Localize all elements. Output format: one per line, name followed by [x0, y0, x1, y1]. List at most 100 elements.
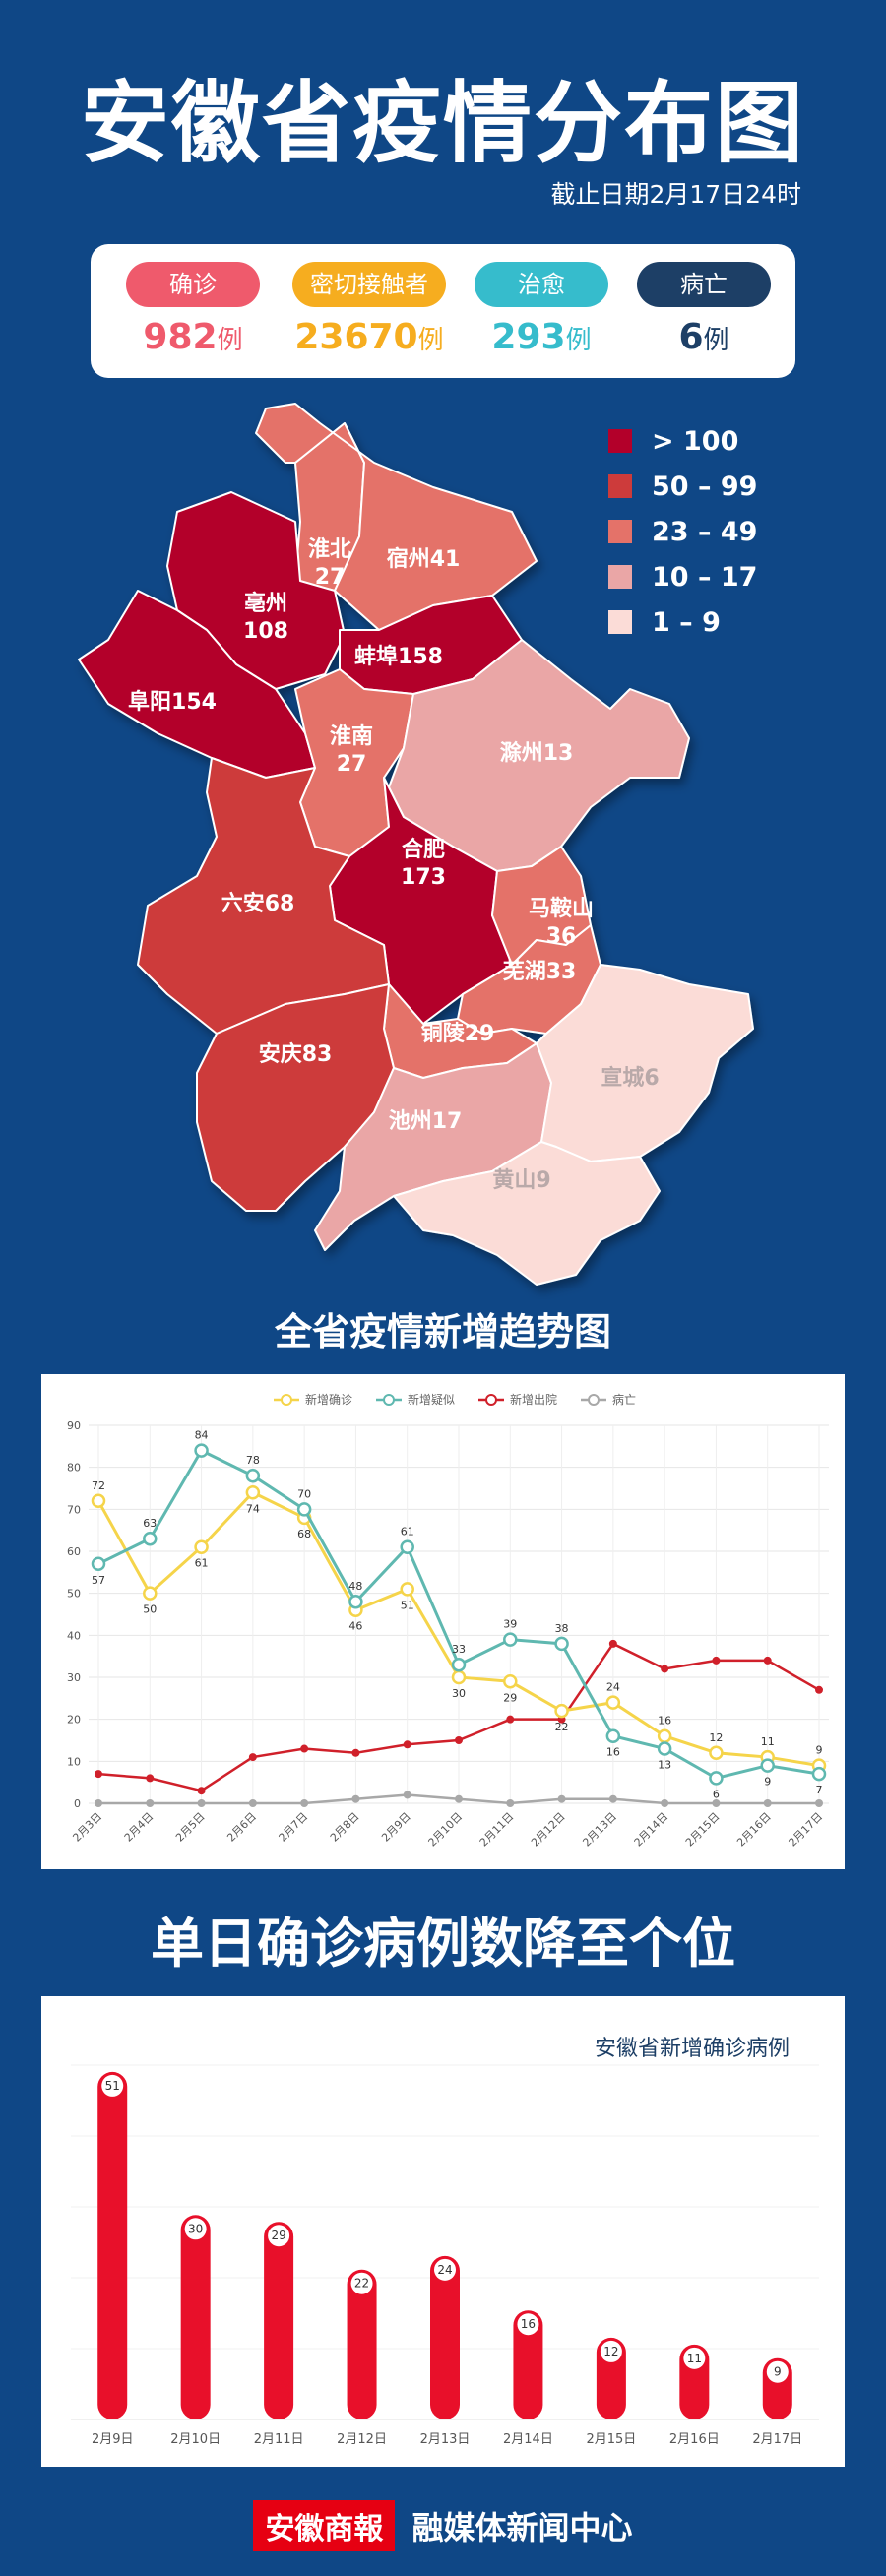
- x-tick-label: 2月3日: [70, 1810, 104, 1845]
- data-label: 38: [555, 1622, 569, 1635]
- data-point: [91, 1493, 106, 1509]
- x-tick-label: 2月14日: [632, 1810, 671, 1850]
- data-point: [709, 1771, 724, 1786]
- data-label: 39: [503, 1618, 517, 1631]
- y-tick-label: 0: [74, 1797, 81, 1810]
- x-tick-label: 2月12日: [529, 1810, 568, 1850]
- x-tick-label: 2月15日: [683, 1810, 723, 1850]
- data-point: [657, 1728, 672, 1743]
- legend-swatch: [608, 474, 632, 498]
- bar-label-bubble: [434, 2258, 456, 2281]
- data-point: [557, 1794, 566, 1803]
- data-point: [143, 1531, 158, 1546]
- data-point: [661, 1799, 669, 1807]
- data-label: 33: [452, 1643, 466, 1656]
- data-point: [400, 1582, 414, 1597]
- data-point: [815, 1799, 823, 1807]
- legend-label: 23 – 49: [652, 516, 758, 547]
- data-label: 78: [246, 1454, 260, 1467]
- bar: [264, 2222, 294, 2419]
- data-label: 12: [709, 1731, 723, 1744]
- x-tick-label: 2月15日: [586, 2432, 636, 2447]
- data-label: 46: [348, 1620, 362, 1633]
- legend-label: 10 – 17: [652, 561, 758, 593]
- data-point: [815, 1685, 823, 1694]
- legend-item: 1 – 9: [608, 599, 757, 645]
- data-point: [300, 1799, 309, 1807]
- legend-swatch: [608, 429, 632, 453]
- bar-value-label: 29: [271, 2229, 285, 2242]
- x-tick-label: 2月10日: [426, 1810, 466, 1850]
- data-point: [760, 1758, 775, 1773]
- data-point: [608, 1639, 617, 1648]
- y-tick-label: 20: [67, 1714, 81, 1727]
- legend-label: 新增出院: [510, 1392, 557, 1407]
- region-label: 安庆83: [259, 1041, 333, 1067]
- stat-confirmed: 确诊 982例: [114, 262, 272, 357]
- data-point: [91, 1556, 106, 1572]
- stat-cured: 治愈 293例: [463, 262, 620, 357]
- data-point: [554, 1636, 569, 1652]
- region-label-value: 27: [337, 752, 367, 777]
- legend-label: 病亡: [612, 1392, 636, 1407]
- data-label: 84: [195, 1429, 209, 1442]
- data-point: [503, 1632, 518, 1647]
- data-point: [95, 1799, 102, 1807]
- data-label: 7: [816, 1784, 823, 1796]
- legend-marker: [485, 1394, 497, 1406]
- data-label: 57: [92, 1574, 105, 1587]
- data-label: 9: [764, 1776, 771, 1789]
- stat-value: 982例: [143, 317, 243, 357]
- x-tick-label: 2月12日: [337, 2432, 387, 2447]
- y-tick-label: 10: [67, 1755, 81, 1768]
- y-tick-label: 80: [67, 1462, 81, 1475]
- bar: [97, 2071, 128, 2419]
- bar-value-label: 51: [105, 2079, 120, 2093]
- y-tick-label: 60: [67, 1545, 81, 1558]
- region-label: 滁州13: [500, 740, 574, 766]
- data-point: [245, 1485, 261, 1500]
- trend-title: 全省疫情新增趋势图: [274, 1310, 611, 1353]
- data-label: 61: [401, 1526, 414, 1539]
- bar: [430, 2255, 460, 2419]
- bar-chart-panel: 安徽省新增确诊病例 51 2月9日 30 2月10日 29 2月11日 22 2月12日 24 2月…: [41, 1996, 845, 2467]
- data-point: [657, 1741, 672, 1756]
- region-label-value: 173: [401, 865, 446, 890]
- legend-item: > 100: [608, 418, 757, 464]
- x-tick-label: 2月9日: [379, 1810, 413, 1845]
- y-tick-label: 40: [67, 1629, 81, 1642]
- data-point: [451, 1657, 467, 1672]
- x-tick-label: 2月17日: [787, 1810, 826, 1850]
- data-label: 72: [92, 1479, 105, 1492]
- bar-label-bubble: [101, 2074, 124, 2097]
- bar-label-bubble: [517, 2313, 539, 2336]
- chart-title: 安徽省新增确诊病例: [595, 2037, 790, 2061]
- region-label: 宿州41: [387, 546, 461, 572]
- data-label: 68: [297, 1528, 311, 1540]
- y-tick-label: 50: [67, 1588, 81, 1601]
- data-point: [245, 1468, 261, 1483]
- data-point: [605, 1695, 621, 1710]
- x-tick-label: 2月13日: [420, 2432, 471, 2447]
- data-label: 48: [348, 1580, 362, 1593]
- cutoff-date: 截止日期2月17日24时: [550, 180, 801, 209]
- data-point: [605, 1728, 621, 1743]
- bar: [180, 2215, 211, 2419]
- region-huangshan: [393, 1141, 661, 1286]
- stat-label: 治愈: [475, 262, 608, 307]
- data-label: 11: [761, 1735, 775, 1748]
- data-point: [296, 1502, 312, 1517]
- data-point: [763, 1656, 772, 1665]
- data-point: [455, 1794, 463, 1803]
- data-point: [554, 1703, 569, 1719]
- data-point: [503, 1674, 518, 1689]
- footer-org: 融媒体新闻中心: [411, 2509, 633, 2546]
- x-tick-label: 2月13日: [580, 1810, 619, 1850]
- bar-value-label: 30: [188, 2222, 203, 2235]
- x-tick-label: 2月5日: [173, 1810, 208, 1845]
- legend-marker: [383, 1394, 395, 1406]
- stat-value: 23670例: [294, 317, 444, 357]
- legend-marker: [588, 1394, 600, 1406]
- data-point: [351, 1748, 360, 1757]
- region-label: 黄山9: [492, 1168, 550, 1193]
